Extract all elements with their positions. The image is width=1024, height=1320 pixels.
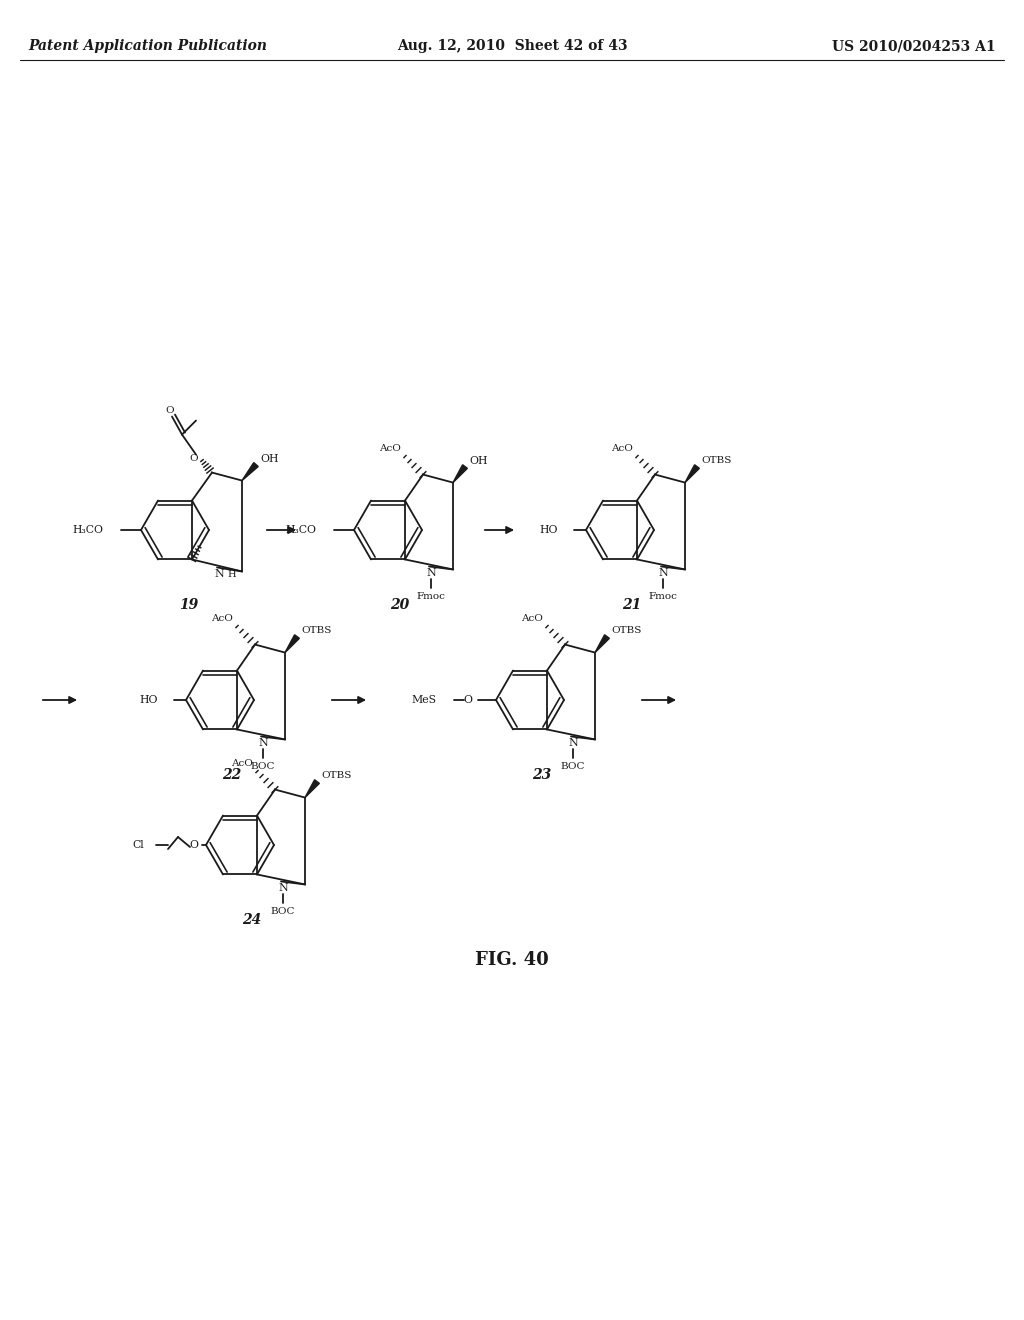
Text: AcO: AcO	[211, 614, 233, 623]
Text: AcO: AcO	[231, 759, 253, 768]
Text: O: O	[189, 454, 198, 463]
Text: AcO: AcO	[379, 444, 401, 453]
Text: Patent Application Publication: Patent Application Publication	[28, 40, 267, 53]
Text: 21: 21	[623, 598, 642, 612]
Text: 24: 24	[243, 913, 261, 927]
Text: OTBS: OTBS	[301, 626, 332, 635]
Text: O: O	[166, 407, 174, 414]
Text: N: N	[426, 569, 436, 578]
Text: BOC: BOC	[270, 907, 295, 916]
Text: 23: 23	[532, 768, 552, 781]
Polygon shape	[595, 635, 609, 652]
Text: 20: 20	[390, 598, 410, 612]
Text: Aug. 12, 2010  Sheet 42 of 43: Aug. 12, 2010 Sheet 42 of 43	[396, 40, 628, 53]
Text: HO: HO	[540, 525, 558, 535]
Text: H: H	[227, 570, 236, 579]
Polygon shape	[685, 465, 699, 483]
Text: OTBS: OTBS	[701, 455, 731, 465]
Text: BOC: BOC	[251, 762, 275, 771]
Text: OH: OH	[469, 455, 487, 466]
Text: AcO: AcO	[521, 614, 543, 623]
Text: O: O	[464, 696, 472, 705]
Text: Fmoc: Fmoc	[417, 591, 445, 601]
Text: N: N	[214, 569, 224, 579]
Text: US 2010/0204253 A1: US 2010/0204253 A1	[833, 40, 996, 53]
Text: Fmoc: Fmoc	[648, 591, 678, 601]
Text: MeS: MeS	[411, 696, 436, 705]
Text: O: O	[189, 840, 199, 850]
Text: 22: 22	[222, 768, 242, 781]
Text: H₃CO: H₃CO	[285, 525, 316, 535]
Text: OTBS: OTBS	[321, 771, 351, 780]
Text: N: N	[258, 738, 268, 748]
Text: AcO: AcO	[611, 444, 633, 453]
Text: HO: HO	[139, 696, 158, 705]
Text: BOC: BOC	[561, 762, 586, 771]
Text: N: N	[658, 569, 668, 578]
Text: 19: 19	[179, 598, 199, 612]
Text: N: N	[279, 883, 288, 894]
Text: OTBS: OTBS	[611, 626, 641, 635]
Text: FIG. 40: FIG. 40	[475, 950, 549, 969]
Text: OH: OH	[260, 454, 279, 463]
Text: Cl: Cl	[132, 840, 144, 850]
Polygon shape	[305, 780, 319, 797]
Polygon shape	[453, 465, 467, 483]
Text: N: N	[568, 738, 578, 748]
Text: H₃CO: H₃CO	[72, 525, 103, 535]
Polygon shape	[285, 635, 299, 652]
Polygon shape	[242, 462, 258, 480]
